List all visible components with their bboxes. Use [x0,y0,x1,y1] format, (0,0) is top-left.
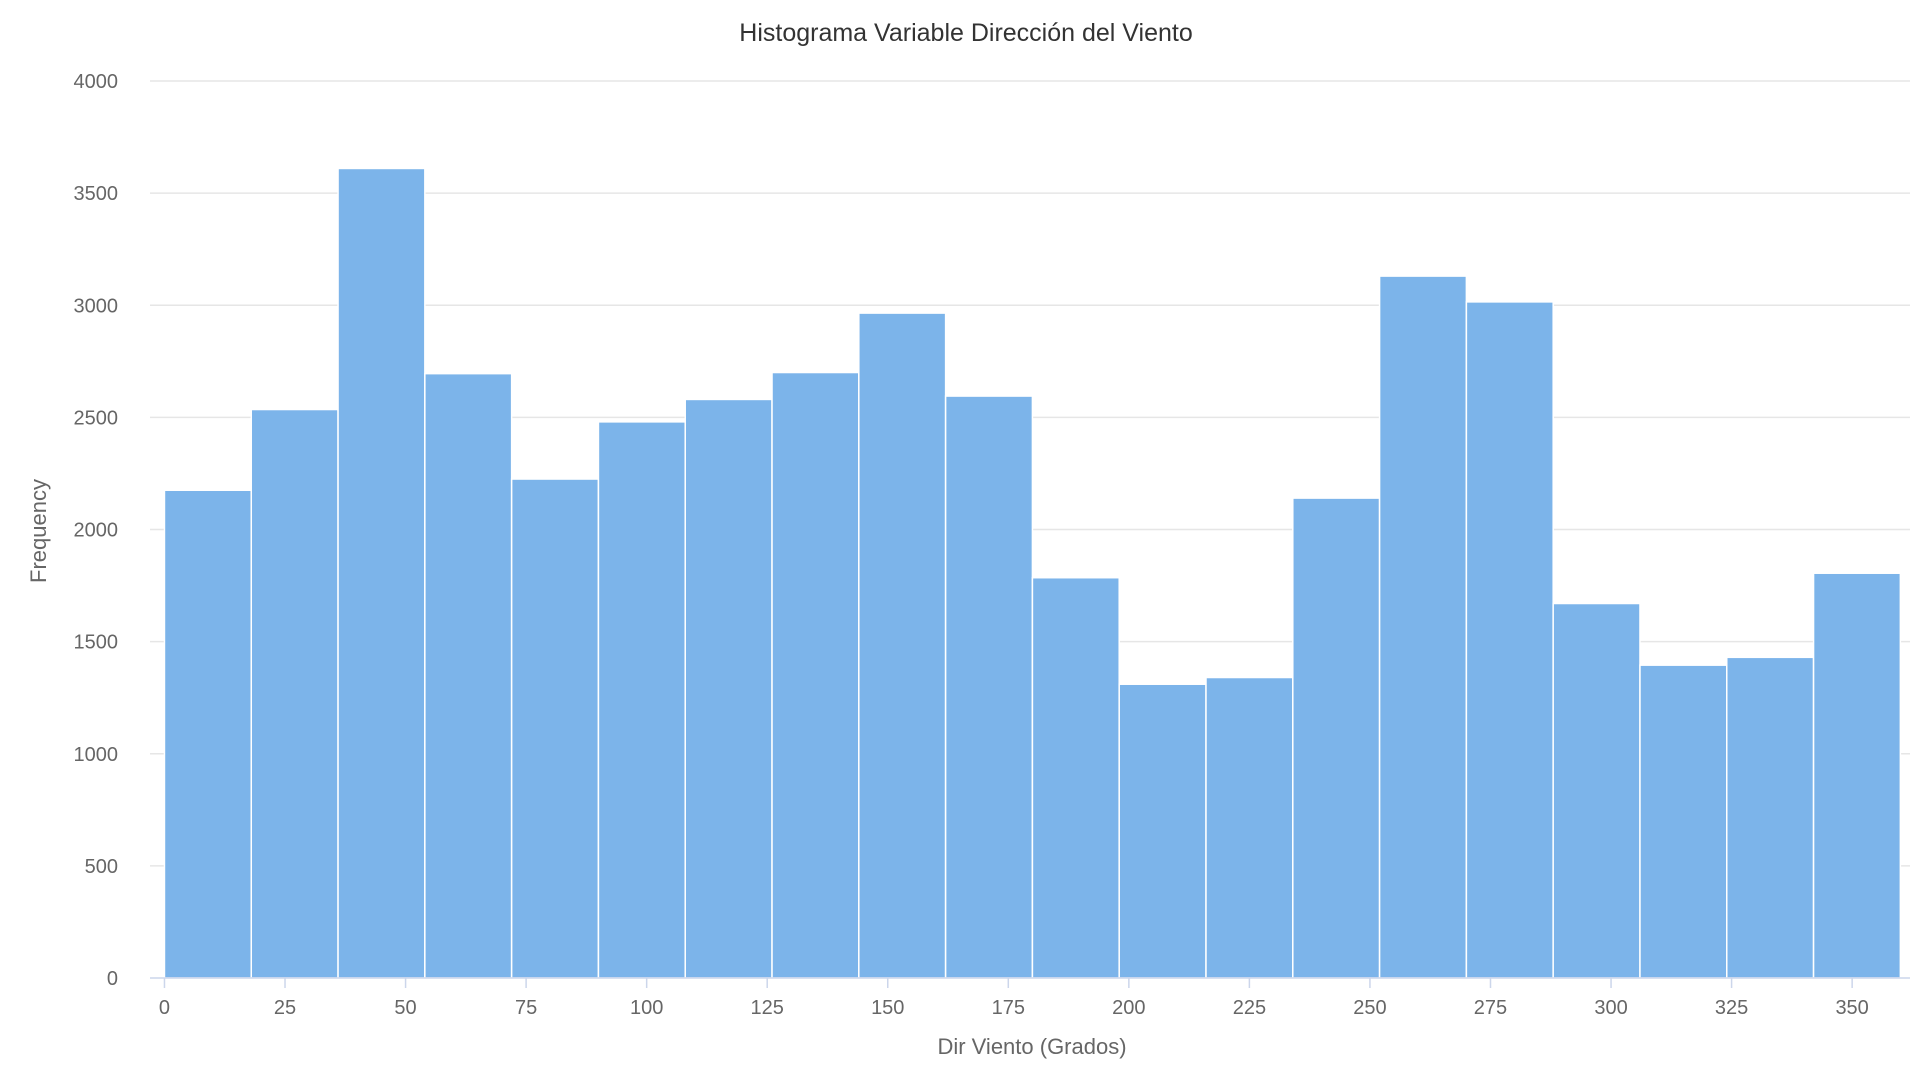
x-tick-label-200: 200 [1112,997,1145,1019]
bar-1 [250,408,339,979]
y-axis-tick-labels: 0 500 1000 1500 2000 2500 3000 3500 4000 [74,71,119,990]
x-tick-label-275: 275 [1474,997,1507,1019]
bar-5 [597,421,686,979]
y-tick-label-1000: 1000 [74,744,119,766]
x-tick-label-100: 100 [630,997,663,1019]
bar-0 [163,489,253,979]
x-tick-label-225: 225 [1233,997,1266,1019]
y-tick-label-3500: 3500 [74,183,119,205]
bar-15 [1465,301,1554,979]
bar-8 [858,312,947,979]
bar-17 [1639,664,1728,979]
bar-12 [1205,676,1294,979]
bar-11 [1118,683,1207,979]
y-axis-label: Frequency [26,479,51,583]
y-tick-label-2500: 2500 [74,407,119,429]
chart-title: Histograma Variable Dirección del Viento [739,19,1192,47]
y-tick-label-0: 0 [107,968,118,990]
y-tick-label-4000: 4000 [74,71,119,93]
bar-19 [1812,572,1902,979]
bar-3 [424,372,513,979]
bar-4 [510,478,600,979]
bar-13 [1292,497,1381,979]
x-tick-label-325: 325 [1715,997,1748,1019]
bar-14 [1378,275,1468,979]
x-tick-label-0: 0 [159,997,170,1019]
x-tick-label-25: 25 [274,997,296,1019]
bar-7 [771,371,860,979]
bar-6 [684,398,773,979]
bars [163,167,1902,979]
x-tick-label-50: 50 [394,997,416,1019]
bar-2 [337,167,426,979]
x-tick-label-250: 250 [1353,997,1386,1019]
y-tick-label-2000: 2000 [74,520,119,542]
y-tick-label-500: 500 [85,856,118,878]
x-tick-label-150: 150 [871,997,904,1019]
x-tick-label-300: 300 [1594,997,1627,1019]
x-tick-label-125: 125 [751,997,784,1019]
bar-18 [1726,656,1815,979]
x-axis-label: Dir Viento (Grados) [937,1034,1126,1059]
bar-9 [944,395,1034,979]
y-tick-label-1500: 1500 [74,632,119,654]
x-tick-label-350: 350 [1835,997,1868,1019]
y-tick-label-3000: 3000 [74,295,119,317]
x-tick-label-75: 75 [515,997,537,1019]
x-axis: 0 25 50 75 100 125 150 175 200 225 250 275 300 325 350 [150,977,1910,1019]
bar-16 [1552,602,1641,979]
bar-10 [1031,576,1120,979]
x-tick-label-175: 175 [992,997,1025,1019]
